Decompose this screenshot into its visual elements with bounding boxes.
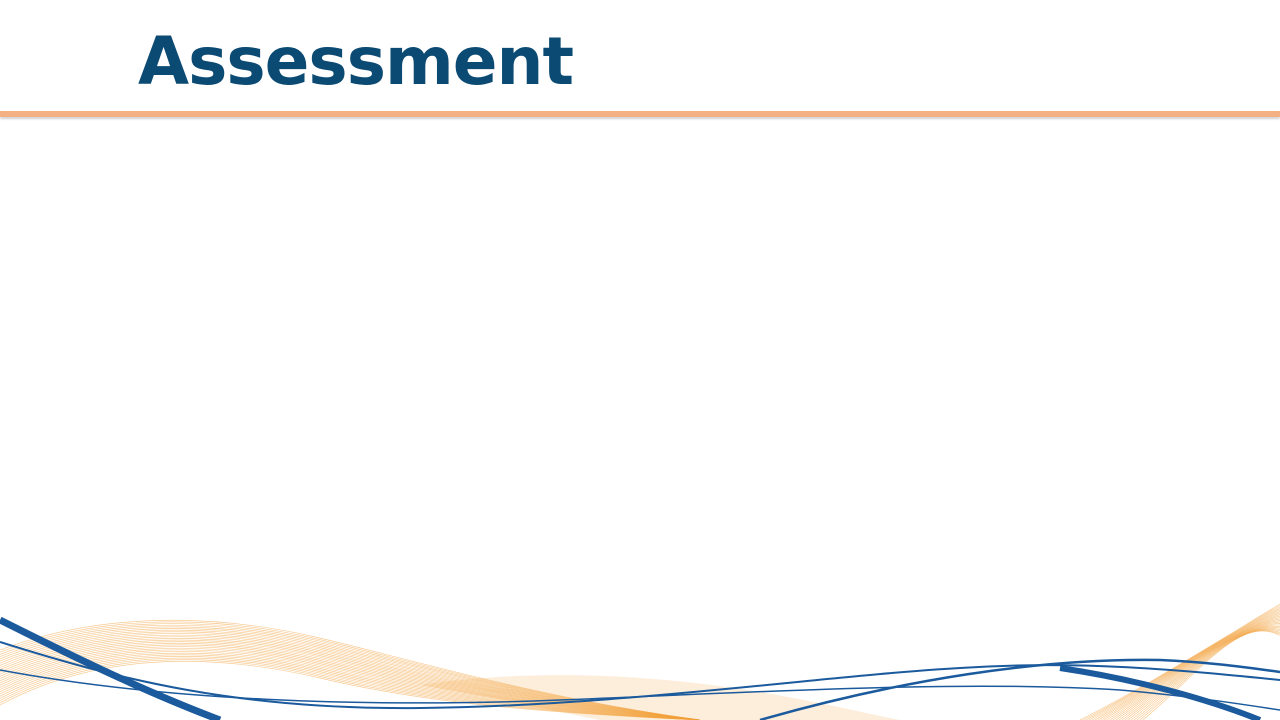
orange-wave-band bbox=[420, 675, 900, 720]
title-divider bbox=[0, 111, 1280, 117]
orange-wave-lines-left bbox=[0, 619, 701, 720]
orange-wave-line bbox=[0, 641, 701, 720]
orange-wave-line bbox=[1085, 606, 1280, 720]
orange-wave-line bbox=[1106, 617, 1280, 720]
orange-wave-line bbox=[0, 631, 701, 720]
orange-wave-line bbox=[1136, 629, 1280, 720]
orange-wave-line bbox=[0, 623, 701, 720]
orange-wave-line bbox=[0, 619, 701, 720]
orange-wave-line bbox=[1118, 623, 1280, 720]
orange-wave-line bbox=[0, 621, 701, 720]
blue-wave-line-mid bbox=[0, 641, 1280, 710]
orange-wave-line bbox=[1121, 624, 1280, 720]
blue-wave-line-right bbox=[759, 658, 1280, 720]
orange-wave-line bbox=[0, 660, 701, 720]
orange-wave-line bbox=[1103, 615, 1280, 720]
orange-wave-line bbox=[1100, 614, 1280, 720]
orange-wave-line bbox=[0, 652, 701, 720]
orange-wave-line bbox=[1082, 605, 1280, 720]
blue-wave-line-thick bbox=[0, 616, 222, 720]
orange-wave-line bbox=[1109, 618, 1280, 720]
orange-wave-line bbox=[1139, 630, 1280, 720]
slide-content-area bbox=[138, 140, 1142, 580]
orange-wave-line bbox=[0, 626, 701, 720]
slide-title: Assessment bbox=[138, 23, 574, 100]
orange-wave-line bbox=[0, 651, 701, 720]
orange-wave-line bbox=[0, 646, 701, 720]
blue-wave-line-right-thick bbox=[1059, 665, 1262, 720]
orange-wave-line bbox=[0, 649, 701, 720]
orange-wave-line bbox=[1115, 621, 1280, 720]
orange-wave-line bbox=[1142, 630, 1280, 720]
orange-wave-line bbox=[1130, 627, 1280, 720]
blue-wave-line-thin bbox=[0, 669, 1280, 711]
orange-wave-line bbox=[0, 647, 701, 720]
decorative-wave-graphic bbox=[0, 603, 1280, 720]
orange-wave-line bbox=[0, 642, 701, 720]
orange-wave-line bbox=[1133, 628, 1280, 720]
orange-wave-line bbox=[1127, 627, 1280, 720]
orange-wave-line bbox=[1079, 603, 1280, 720]
orange-wave-line bbox=[1097, 612, 1280, 720]
orange-wave-line bbox=[0, 644, 701, 720]
orange-wave-line bbox=[0, 639, 701, 720]
orange-wave-line bbox=[0, 624, 701, 720]
orange-wave-line bbox=[1124, 626, 1280, 720]
orange-wave-line bbox=[1112, 620, 1280, 720]
